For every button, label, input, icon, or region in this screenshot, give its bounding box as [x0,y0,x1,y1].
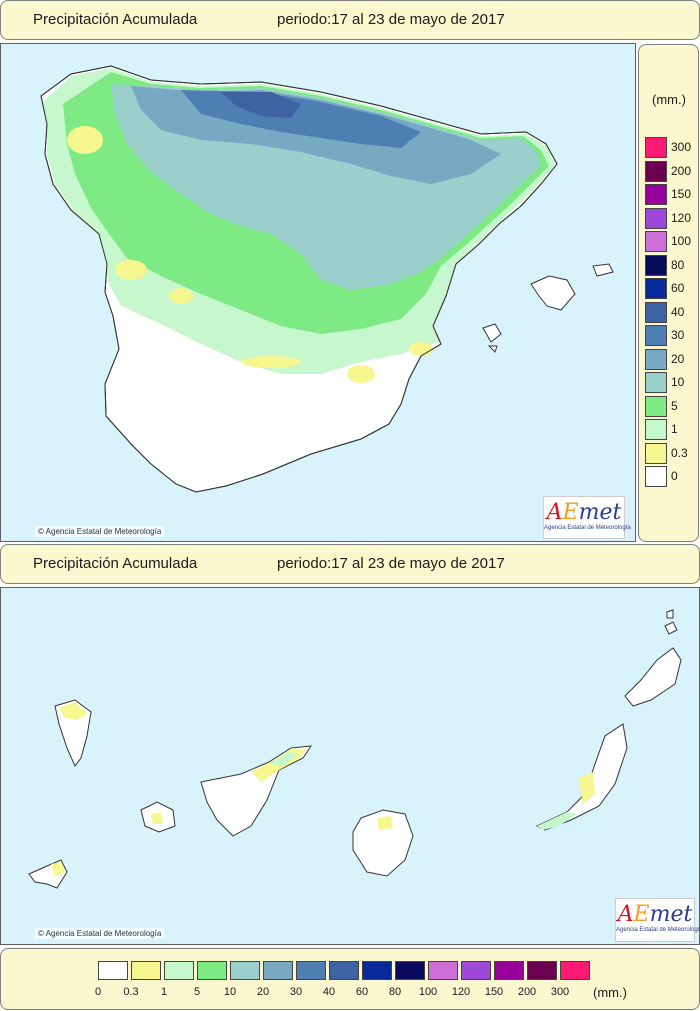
la-graciosa [664,621,678,635]
aemet-logo-bottom: AEmet Agencia Estatal de Meteorología [615,898,699,942]
legend-label: 60 [355,986,369,998]
legend-label: 0 [94,986,102,998]
gran-canaria [352,809,414,877]
legend-label: 1 [671,422,678,436]
bottom-title-bar: Precipitación Acumulada periodo:17 al 23… [0,544,700,584]
legend-unit-vertical: (mm.) [652,92,686,107]
legend-label: 1 [160,986,168,998]
bottom-title: Precipitación Acumulada [33,555,198,572]
legend-swatch [164,961,194,980]
legend-label: 5 [193,986,201,998]
legend-swatch [645,301,667,323]
legend-label: 100 [671,234,692,248]
legend-label: 0.3 [671,445,688,460]
legend-swatch [645,466,667,487]
legend-unit-horizontal: (mm.) [593,985,627,1000]
legend-label: 30 [671,328,685,342]
legend-swatch [197,961,227,980]
peninsula-map: © Agencia Estatal de Meteorología AEmet … [0,43,636,542]
legend-label: 0 [671,469,678,483]
legend-swatch [296,961,326,980]
legend-swatch [645,442,667,464]
legend-swatch [494,961,524,980]
legend-label: 40 [322,986,336,998]
top-title: Precipitación Acumulada [33,11,198,28]
legend-label: 150 [484,986,504,998]
copyright-canarias: © Agencia Estatal de Meteorología [35,928,165,939]
legend-label: 0.3 [123,986,139,998]
legend-label: 10 [671,375,685,389]
legend-swatch [527,961,557,980]
legend-label: 40 [671,304,685,319]
canary-islands-map-graphic [28,609,682,889]
legend-swatch [263,961,293,980]
legend-label: 300 [550,986,570,998]
vertical-legend: (mm.) 300 200 150 120 100 80 60 40 30 20 10 5 1 0.3 0 [638,44,699,542]
mallorca [530,275,576,311]
legend-label: 200 [671,163,692,178]
legend-swatch [645,278,667,299]
legend-label: 120 [671,210,692,225]
legend-swatch [560,961,590,980]
legend-label: 80 [671,257,685,272]
canary-islands-map: © Agencia Estatal de Meteorología AEmet … [0,587,700,945]
copyright-peninsula: © Agencia Estatal de Meteorología [35,526,165,537]
legend-label: 200 [517,986,537,998]
legend-swatch [645,254,667,276]
legend-label: 120 [451,986,471,998]
legend-swatch [329,961,359,980]
legend-swatch [645,137,667,158]
legend-swatch [98,961,128,980]
legend-label: 30 [289,986,303,998]
legend-label: 80 [388,986,402,998]
legend-swatch [645,325,667,346]
legend-label: 300 [671,140,692,154]
legend-swatch [461,961,491,980]
legend-label: 100 [418,986,438,998]
legend-swatch [645,160,667,182]
formentera [487,345,498,353]
top-period: periodo:17 al 23 de mayo de 2017 [277,11,505,28]
aemet-logo-top: AEmet Agencia Estatal de Meteorología [543,496,631,539]
legend-swatch [645,184,667,205]
ibiza [482,323,502,343]
legend-swatch [428,961,458,980]
legend-swatch [395,961,425,980]
legend-label: 20 [671,351,685,366]
legend-swatch [131,961,161,980]
peninsula-map-graphic [40,65,614,493]
legend-swatch [645,372,667,393]
legend-swatch [645,348,667,370]
legend-label: 5 [671,398,678,413]
legend-swatch [645,207,667,229]
top-title-bar: Precipitación Acumulada periodo:17 al 23… [0,0,700,40]
horizontal-legend: 0 0.3 1 5 10 20 30 40 60 80 100 120 150 200 300 (mm.) [0,948,700,1010]
legend-label: 20 [256,986,270,998]
legend-label: 150 [671,187,692,201]
legend-swatch [362,961,392,980]
lanzarote [624,647,682,707]
legend-label: 60 [671,281,685,295]
bottom-period: periodo:17 al 23 de mayo de 2017 [277,555,505,572]
legend-swatch [645,231,667,252]
legend-label: 10 [223,986,237,998]
legend-swatch [645,395,667,417]
legend-swatch [645,419,667,440]
legend-swatch [230,961,260,980]
menorca [592,263,614,277]
